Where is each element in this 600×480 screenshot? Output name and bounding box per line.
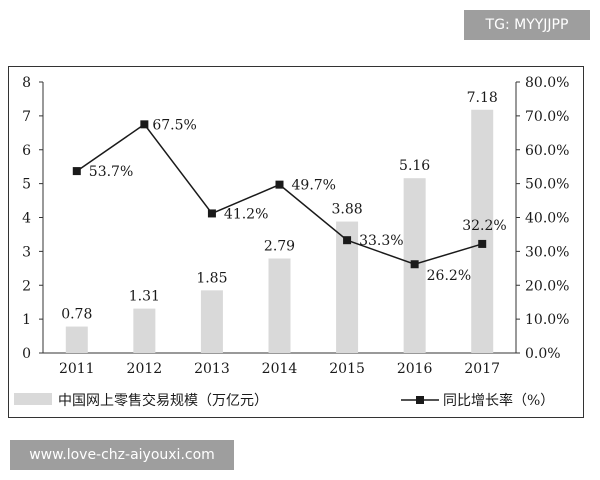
x-tick-label: 2016 <box>397 361 433 377</box>
right-tick-label: 50.0% <box>525 177 569 193</box>
x-tick-label: 2015 <box>329 361 365 377</box>
line-value-label: 41.2% <box>224 206 268 222</box>
x-tick-label: 2013 <box>194 361 230 377</box>
legend-bar-swatch <box>14 393 52 405</box>
line-value-label: 53.7% <box>89 164 133 180</box>
chart-frame: 0 1 2 3 4 5 6 7 8 0.0% 10.0% 20.0% 30.0% 40.0% 50.0% 60… <box>8 66 584 418</box>
line-marker <box>72 167 81 176</box>
line-value-label: 49.7% <box>292 178 336 194</box>
legend-line-marker <box>416 396 424 404</box>
legend-line-label: 同比增长率（%） <box>443 392 554 409</box>
watermark-top: TG: MYYJJPP <box>464 10 590 40</box>
x-tick-label: 2017 <box>464 361 500 377</box>
bar-value-label: 7.18 <box>467 90 498 106</box>
watermark-bottom: www.love-chz-aiyouxi.com <box>10 440 234 470</box>
line-value-label: 26.2% <box>427 268 471 284</box>
right-tick-label: 70.0% <box>525 109 569 125</box>
line-value-label: 67.5% <box>152 117 196 133</box>
right-tick-label: 60.0% <box>525 143 569 159</box>
bar-value-label: 1.31 <box>129 289 160 305</box>
bar-value-label: 1.85 <box>196 270 227 286</box>
bar <box>336 221 359 353</box>
right-tick-label: 40.0% <box>525 211 569 227</box>
bar-value-label: 5.16 <box>399 158 430 174</box>
right-tick-label: 80.0% <box>525 75 569 91</box>
bar <box>200 290 223 353</box>
bar <box>65 326 88 353</box>
left-tick-label: 6 <box>22 143 31 159</box>
left-tick-label: 8 <box>22 75 31 91</box>
left-tick-label: 2 <box>22 278 31 294</box>
right-tick-label: 10.0% <box>525 312 569 328</box>
line-value-label: 32.2% <box>462 218 506 234</box>
legend-bar-label: 中国网上零售交易规模（万亿元） <box>58 392 268 409</box>
bar-value-label: 3.88 <box>331 202 362 218</box>
line-marker <box>410 260 419 269</box>
line-marker <box>478 239 487 248</box>
x-tick-label: 2011 <box>59 361 95 377</box>
bar-value-label: 0.78 <box>61 307 92 323</box>
left-tick-label: 4 <box>22 211 31 227</box>
left-tick-label: 1 <box>22 312 31 328</box>
x-tick-label: 2012 <box>127 361 163 377</box>
bar <box>133 308 156 353</box>
bar-value-label: 2.79 <box>264 238 295 254</box>
left-tick-label: 7 <box>22 109 31 125</box>
left-tick-label: 5 <box>22 177 31 193</box>
bar <box>471 109 494 353</box>
left-tick-label: 3 <box>22 244 31 260</box>
line-marker <box>140 120 149 129</box>
right-tick-label: 0.0% <box>525 346 561 362</box>
x-tick-label: 2014 <box>262 361 298 377</box>
line-marker <box>275 180 284 189</box>
line-marker <box>343 236 352 245</box>
chart: 0123456780.0%10.0%20.0%30.0%40.0%50.0%60… <box>14 75 569 409</box>
right-tick-label: 30.0% <box>525 244 569 260</box>
line-marker <box>207 209 216 218</box>
line-value-label: 33.3% <box>359 233 403 249</box>
bar <box>268 258 291 353</box>
left-tick-label: 0 <box>22 346 31 362</box>
right-tick-label: 20.0% <box>525 278 569 294</box>
